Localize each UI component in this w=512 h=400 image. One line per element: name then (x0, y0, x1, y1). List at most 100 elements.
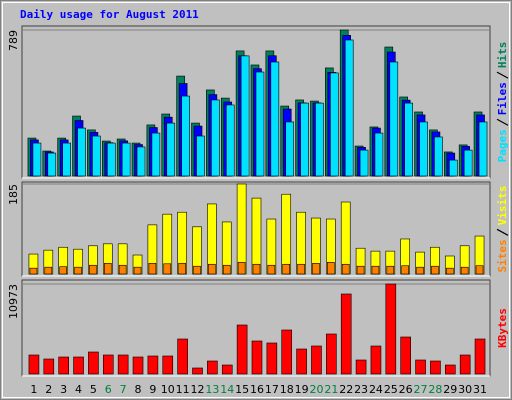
x-tick-label: 29 (443, 383, 457, 396)
bar (431, 265, 439, 275)
x-tick-label: 6 (105, 383, 112, 396)
bar (88, 351, 99, 375)
bar (370, 345, 382, 375)
bar (89, 264, 97, 275)
bar (478, 121, 488, 177)
y-tick-label: 185 (7, 184, 20, 205)
x-tick-label: 23 (354, 383, 368, 396)
bar (340, 293, 352, 375)
bar (252, 263, 261, 275)
bar (102, 354, 114, 375)
bar (106, 142, 116, 177)
bar (356, 265, 365, 275)
bar (359, 149, 369, 177)
bar (251, 340, 263, 375)
bar (166, 122, 176, 177)
bar (28, 354, 40, 375)
bar (386, 265, 395, 275)
bar (148, 262, 157, 275)
bar (430, 360, 441, 375)
bar (311, 345, 322, 375)
bar (208, 263, 216, 275)
bar (459, 354, 471, 375)
legend-entry: Pages (496, 129, 509, 162)
bar (192, 367, 203, 375)
x-tick-label: 21 (324, 383, 338, 396)
x-tick-label: 25 (384, 383, 398, 396)
bar (434, 136, 443, 177)
x-tick-label: 19 (295, 383, 309, 396)
bar (92, 135, 101, 177)
bar (178, 262, 186, 275)
bar (300, 102, 309, 177)
x-tick-label: 16 (250, 383, 264, 396)
x-tick-label: 11 (176, 383, 190, 396)
legend-entry: Hits (496, 42, 509, 69)
bar (151, 132, 161, 177)
bar (73, 356, 84, 375)
bar (196, 135, 205, 177)
bar (211, 99, 220, 177)
bar (341, 263, 350, 275)
x-tick-label: 30 (458, 383, 472, 396)
bar (133, 266, 142, 275)
bar (136, 146, 146, 177)
bar (419, 121, 428, 177)
legend-separator (496, 71, 509, 79)
bar (400, 336, 411, 375)
bar (312, 262, 320, 275)
bar (162, 355, 174, 375)
bar (32, 142, 42, 177)
legend-entry: Visits (496, 186, 509, 226)
bar (121, 142, 131, 177)
x-tick-label: 13 (205, 383, 219, 396)
bar (282, 263, 291, 275)
legend-separator (496, 118, 509, 126)
x-tick-label: 10 (161, 383, 175, 396)
x-tick-label: 3 (60, 383, 67, 396)
bar (221, 364, 233, 375)
bar (237, 262, 246, 275)
chart-title: Daily usage for August 2011 (20, 8, 199, 21)
bar (163, 263, 172, 275)
x-tick-label: 18 (280, 383, 294, 396)
x-tick-label: 20 (309, 383, 323, 396)
bar (281, 193, 292, 275)
x-tick-label: 15 (235, 383, 249, 396)
bar (296, 348, 307, 375)
bar (340, 201, 351, 275)
bar (59, 266, 67, 275)
x-tick-label: 28 (428, 383, 442, 396)
bar (416, 266, 424, 275)
bar (281, 329, 293, 375)
x-tick-label: 8 (135, 383, 142, 396)
x-tick-label: 7 (120, 383, 127, 396)
x-tick-label: 14 (220, 383, 234, 396)
bar (415, 359, 426, 375)
legend-entry: Files (496, 82, 509, 115)
bar (266, 342, 278, 375)
bar (207, 360, 218, 375)
bar (236, 183, 247, 275)
bar (385, 283, 397, 375)
x-tick-label: 31 (473, 383, 487, 396)
y-tick-label: 10973 (7, 284, 20, 319)
bar (181, 95, 190, 177)
x-tick-label: 17 (265, 383, 279, 396)
bar (270, 61, 280, 177)
x-tick-label: 27 (414, 383, 428, 396)
bar (44, 266, 53, 275)
bar (225, 104, 235, 177)
x-tick-label: 4 (75, 383, 82, 396)
bar (475, 265, 484, 275)
bar (355, 359, 367, 375)
bar (177, 338, 188, 375)
x-tick-label: 22 (339, 383, 353, 396)
bar (389, 61, 399, 177)
bar (374, 132, 384, 177)
bar (474, 338, 486, 375)
bar (463, 149, 473, 177)
x-tick-label: 24 (369, 383, 383, 396)
bar (344, 39, 354, 177)
bar (47, 152, 57, 177)
